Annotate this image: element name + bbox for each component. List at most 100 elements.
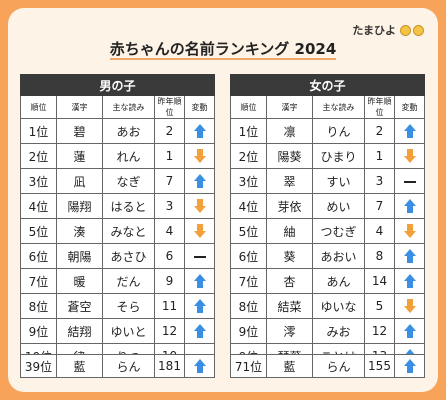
last-year-cell: 5: [364, 293, 395, 319]
girls-panel: 女の子 順位 漢字 主な読み 昨年順位 変動 1位凛りん 2 2位 陽葵 ひまり 1 3位翠…: [229, 74, 426, 369]
change-cell: [183, 118, 216, 144]
change-cell: [393, 118, 426, 144]
ranking-row: 9位澪みお 12: [230, 318, 426, 344]
rank-cell: 8位: [20, 293, 57, 319]
up-arrow-icon: [403, 359, 416, 374]
col-rank: 順位: [20, 95, 57, 119]
ranking-row: 5位紬つむぎ 4: [230, 218, 426, 244]
reading-cell: あさひ: [102, 243, 155, 269]
col-kanji: 漢字: [56, 95, 103, 119]
rank-cell: 2位: [20, 143, 57, 169]
rank-cell: 2位: [230, 143, 267, 169]
change-cell: [183, 318, 216, 344]
last-year-cell: 6: [154, 243, 185, 269]
last-year-cell: 12: [154, 318, 185, 344]
last-year-cell: 1: [364, 143, 395, 169]
last-year-cell: 7: [364, 193, 395, 219]
kanji-cell: 凛: [266, 118, 313, 144]
reading-cell: りん: [312, 118, 365, 144]
up-arrow-icon: [403, 249, 416, 264]
reading-cell: ひまり: [312, 143, 365, 169]
logo-text: たまひよ: [352, 24, 396, 37]
kanji-cell: 陽翔: [56, 193, 103, 219]
up-arrow-icon: [193, 274, 206, 289]
change-cell: [393, 293, 426, 319]
down-arrow-icon: [193, 224, 206, 239]
reading-cell: すい: [312, 168, 365, 194]
ranking-row: 4位 陽翔 はると 3: [20, 193, 216, 219]
kanji-cell: 杏: [266, 268, 313, 294]
boys-table: 男の子 順位 漢字 主な読み 昨年順位 変動 1位碧あお 2 2位蓮れん 1 3位凪なぎ…: [19, 74, 216, 369]
last-year-cell: 3: [364, 168, 395, 194]
last-year-cell: 14: [364, 268, 395, 294]
kanji-cell: 朝陽: [56, 243, 103, 269]
rank-cell: 5位: [20, 218, 57, 244]
ranking-row: 1位碧あお 2: [20, 118, 216, 144]
reading-cell: つむぎ: [312, 218, 365, 244]
reading-cell: あん: [312, 268, 365, 294]
boys-summary-table: 39位藍らん 181: [20, 354, 215, 378]
last-year-cell: 3: [154, 193, 185, 219]
ranking-row: 1位凛りん 2: [230, 118, 426, 144]
up-arrow-icon: [403, 124, 416, 139]
ranking-row: 39位藍らん 181: [20, 354, 215, 378]
no-change-dash-icon: [403, 180, 416, 183]
ranking-row: 6位葵あおい 8: [230, 243, 426, 269]
last-year-cell: 181: [154, 354, 185, 378]
last-year-cell: 2: [154, 118, 185, 144]
rank-cell: 9位: [20, 318, 57, 344]
col-last: 昨年順位: [364, 95, 395, 119]
up-arrow-icon: [193, 174, 206, 189]
last-year-cell: 7: [154, 168, 185, 194]
up-arrow-icon: [403, 199, 416, 214]
ranking-row: 8位 結菜 ゆいな 5: [230, 293, 426, 319]
kanji-cell: 蓮: [56, 143, 103, 169]
col-reading: 主な読み: [102, 95, 155, 119]
boys-title: 男の子: [19, 74, 216, 96]
rank-cell: 9位: [230, 318, 267, 344]
reading-cell: ゆいと: [102, 318, 155, 344]
ranking-row: 7位杏あん 14: [230, 268, 426, 294]
change-cell: [183, 293, 216, 319]
reading-cell: れん: [102, 143, 155, 169]
kanji-cell: 芽依: [266, 193, 313, 219]
change-cell: [393, 168, 426, 194]
reading-cell: あお: [102, 118, 155, 144]
ranking-row: 2位蓮れん 1: [20, 143, 216, 169]
brand-logo: たまひよ: [352, 22, 424, 38]
change-cell: [393, 268, 426, 294]
rank-cell: 7位: [20, 268, 57, 294]
change-cell: [183, 268, 216, 294]
up-arrow-icon: [193, 359, 206, 374]
up-arrow-icon: [193, 324, 206, 339]
col-last: 昨年順位: [154, 95, 185, 119]
reading-cell: はると: [102, 193, 155, 219]
last-year-cell: 9: [154, 268, 185, 294]
kanji-cell: 凪: [56, 168, 103, 194]
rank-cell: 1位: [20, 118, 57, 144]
rank-cell: 4位: [20, 193, 57, 219]
last-year-cell: 11: [154, 293, 185, 319]
change-cell: [393, 318, 426, 344]
reading-cell: あおい: [312, 243, 365, 269]
change-cell: [393, 143, 426, 169]
rank-cell: 3位: [20, 168, 57, 194]
rank-cell: 8位: [230, 293, 267, 319]
down-arrow-icon: [403, 149, 416, 164]
ranking-row: 6位 朝陽 あさひ 6: [20, 243, 216, 269]
kanji-cell: 紬: [266, 218, 313, 244]
last-year-cell: 155: [364, 354, 395, 378]
down-arrow-icon: [403, 299, 416, 314]
ranking-row: 5位湊みなと 4: [20, 218, 216, 244]
ranking-row: 71位藍らん 155: [230, 354, 425, 378]
last-year-cell: 4: [154, 218, 185, 244]
kanji-cell: 藍: [56, 354, 103, 378]
reading-cell: らん: [312, 354, 365, 378]
ranking-row: 9位 結翔 ゆいと 12: [20, 318, 216, 344]
reading-cell: だん: [102, 268, 155, 294]
kanji-cell: 澪: [266, 318, 313, 344]
rank-cell: 5位: [230, 218, 267, 244]
col-change: 変動: [183, 95, 216, 119]
col-kanji: 漢字: [266, 95, 313, 119]
ranking-row: 4位 芽依 めい 7: [230, 193, 426, 219]
